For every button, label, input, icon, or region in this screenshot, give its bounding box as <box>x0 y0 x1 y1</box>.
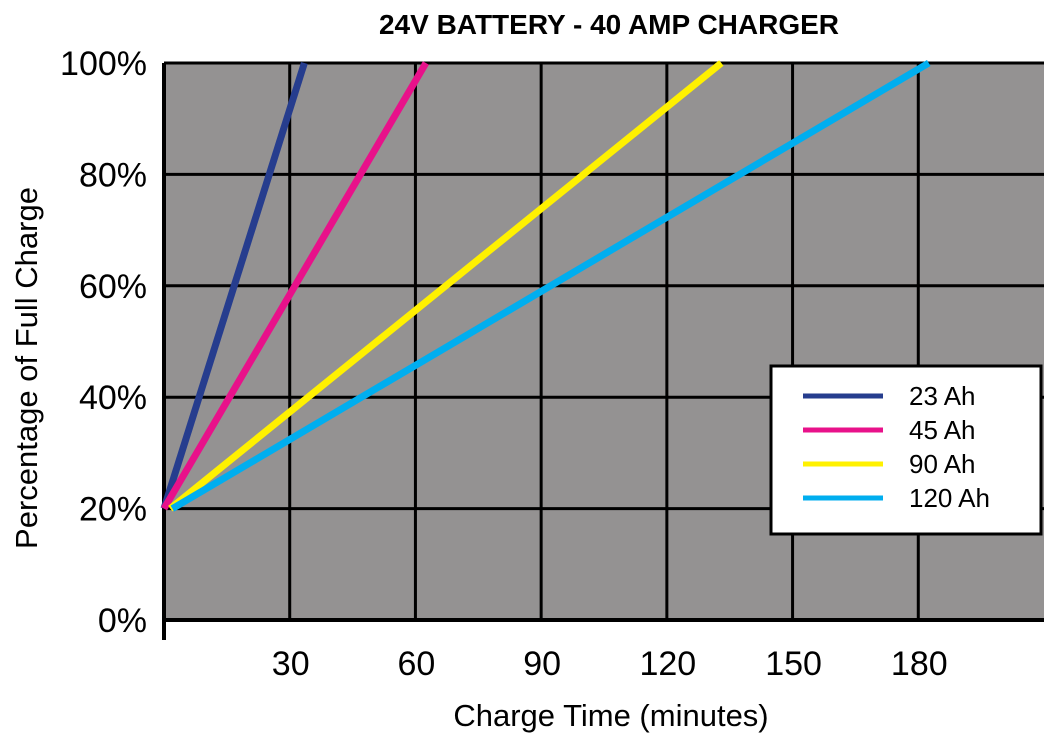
y-tick-label: 80% <box>79 156 147 194</box>
x-tick-label: 30 <box>272 645 310 683</box>
x-tick-label: 150 <box>765 645 822 683</box>
axes <box>162 63 1044 640</box>
series-line-45-ah <box>160 61 429 511</box>
y-tick-label: 40% <box>79 379 147 417</box>
series-line-120-ah <box>170 59 931 512</box>
legend-box <box>769 364 1043 536</box>
legend-label-90-ah: 90 Ah <box>909 449 976 479</box>
y-tick-label: 0% <box>98 602 147 640</box>
chart-title: 24V BATTERY - 40 AMP CHARGER <box>379 9 839 40</box>
series-lines <box>160 59 931 512</box>
y-axis-label: Percentage of Full Charge <box>9 187 44 549</box>
x-axis-label: Charge Time (minutes) <box>453 698 768 733</box>
series-line-23-ah <box>160 61 308 510</box>
legend: 23 Ah 45 Ah 90 Ah 120 Ah <box>769 364 1043 536</box>
plot-area <box>164 63 1044 620</box>
x-tick-labels: 30 60 90 120 150 180 <box>272 645 948 683</box>
x-tick-label: 60 <box>398 645 436 683</box>
legend-label-120-ah: 120 Ah <box>909 483 990 513</box>
x-tick-label: 180 <box>891 645 948 683</box>
y-tick-label: 20% <box>79 491 147 529</box>
legend-label-45-ah: 45 Ah <box>909 415 976 445</box>
grid <box>164 61 1044 620</box>
legend-label-23-ah: 23 Ah <box>909 381 976 411</box>
x-tick-label: 90 <box>523 645 561 683</box>
y-tick-label: 100% <box>60 45 147 83</box>
y-tick-labels: 0% 20% 40% 60% 80% 100% <box>60 45 147 640</box>
series-line-90-ah <box>168 60 724 512</box>
y-tick-label: 60% <box>79 268 147 306</box>
x-tick-label: 120 <box>639 645 696 683</box>
legend-items: 23 Ah 45 Ah 90 Ah 120 Ah <box>803 381 990 513</box>
